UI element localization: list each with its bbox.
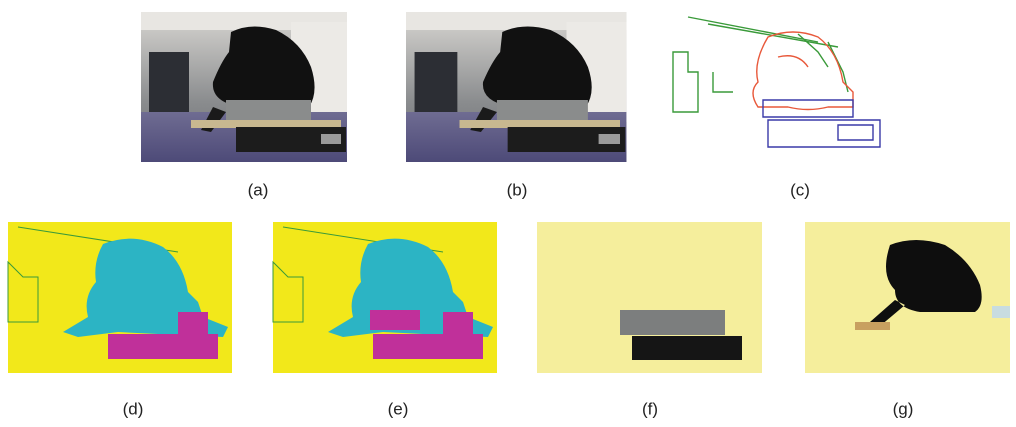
object xyxy=(632,336,742,360)
figure: (a) (b) (c) (d) (e) (f) (g) xyxy=(0,0,1016,427)
panel-a: (a) xyxy=(141,12,347,199)
photo xyxy=(406,12,626,162)
object xyxy=(620,310,725,335)
object xyxy=(992,306,1010,318)
panel-b: (b) xyxy=(406,12,626,199)
panel-label: (f) xyxy=(642,399,658,418)
panel-c: (c) xyxy=(673,17,880,199)
panel-label: (b) xyxy=(507,180,528,199)
edge-map xyxy=(673,17,880,147)
panel-label: (e) xyxy=(388,399,409,418)
panel-d: (d) xyxy=(8,222,232,418)
panel-g: (g) xyxy=(805,222,1010,418)
photo xyxy=(141,12,347,162)
segmentation xyxy=(273,222,497,373)
panel-f: (f) xyxy=(537,222,762,418)
panel-e: (e) xyxy=(273,222,497,418)
segment xyxy=(370,310,420,330)
panel-label: (g) xyxy=(893,399,914,418)
panel-label: (c) xyxy=(790,180,810,199)
object xyxy=(855,322,890,330)
panel-label: (a) xyxy=(248,180,269,199)
panel-label: (d) xyxy=(123,399,144,418)
segmentation xyxy=(8,222,232,373)
